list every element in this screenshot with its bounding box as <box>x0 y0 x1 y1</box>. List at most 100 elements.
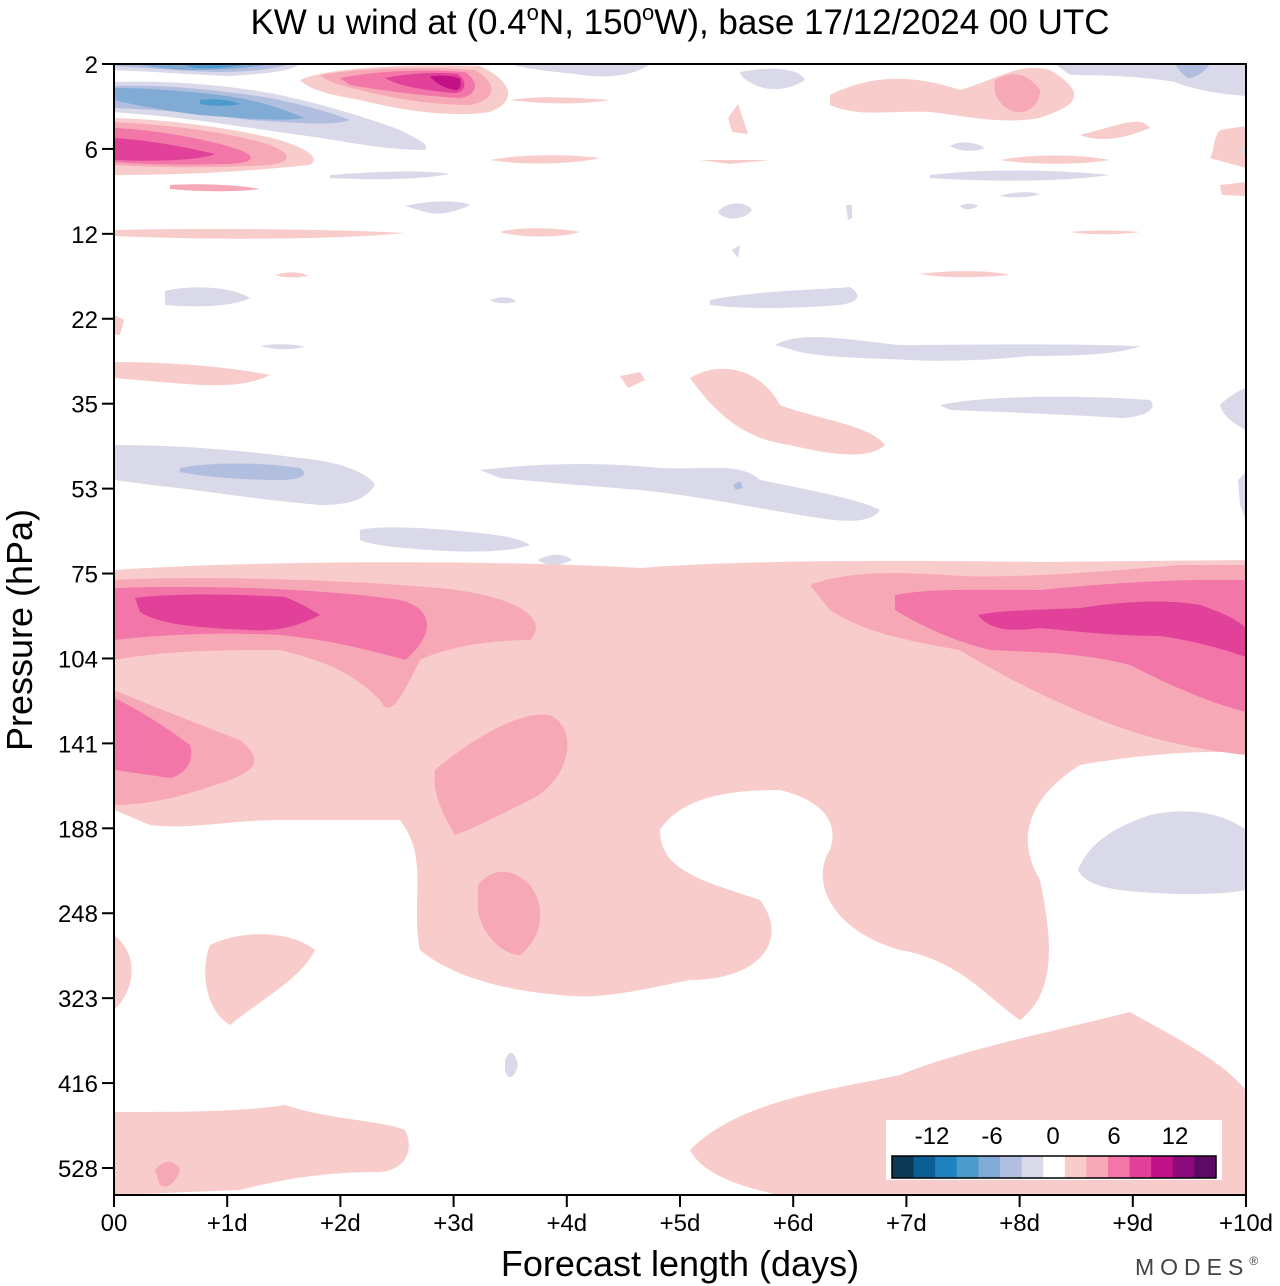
x-tick-label: +2d <box>320 1210 361 1237</box>
neg-fill-n4-top <box>180 64 245 69</box>
y-tick-label: 53 <box>71 477 98 504</box>
brand-registered-mark: ® <box>1249 1254 1264 1268</box>
neg-fill-n1-188hpa <box>1078 811 1246 895</box>
pos-fill-l1-12hpa-c <box>1070 230 1140 235</box>
pos-fill-l1-left-patch <box>205 934 315 1025</box>
neg-fill-n1-6hpa-b <box>1240 148 1246 156</box>
y-tick-label: 75 <box>71 562 98 589</box>
x-tick-label: +9d <box>1112 1210 1153 1237</box>
pos-fill-l1-top-d <box>1220 182 1246 196</box>
neg-fill-n1-7hpa-a <box>330 171 450 180</box>
modes-brand: MODES® <box>1135 1254 1264 1280</box>
colorbar-swatch <box>1064 1156 1087 1178</box>
colorbar-label: 12 <box>1162 1123 1189 1150</box>
y-tick-label: 2 <box>85 52 98 79</box>
neg-fill-n1-65hpa <box>360 527 530 552</box>
colorbar-swatch <box>1151 1156 1174 1178</box>
neg-fill-n1-top-b <box>510 64 650 77</box>
neg-fill-n2-top-right <box>1175 64 1210 78</box>
pos-fill-l2-mid-a <box>434 714 568 835</box>
colorbar-swatch <box>913 1156 936 1178</box>
neg-fill-n1-9hpa-a <box>405 201 470 214</box>
colorbar-swatch <box>978 1156 1001 1178</box>
title-degree-2: o <box>642 0 654 25</box>
x-tick-label: +3d <box>433 1210 474 1237</box>
y-tick-label: 141 <box>58 731 98 758</box>
neg-fill-n1-7hpa-d <box>1000 192 1040 198</box>
pos-fill-l2-8hpa-left <box>170 184 260 192</box>
colorbar-swatch <box>1086 1156 1109 1178</box>
colorbar-swatch <box>1108 1156 1131 1178</box>
colorbar-swatch <box>956 1156 979 1178</box>
colorbar-label: 0 <box>1046 1123 1059 1150</box>
pos-fill-l1-top-3hpa-b <box>510 97 610 104</box>
pos-fill-l1-left-edge-22 <box>114 315 124 335</box>
colorbar: -12 -6 0 6 12 <box>886 1120 1222 1180</box>
pos-fill-l1-35hpa <box>690 368 885 455</box>
neg-fill-n1-9hpa-b <box>960 203 978 210</box>
neg-fill-n1-53hpa-right <box>1238 472 1246 520</box>
y-tick-label: 416 <box>58 1071 98 1098</box>
pos-fill-l4-6hpa-left <box>114 138 215 161</box>
y-tick-label: 188 <box>58 816 98 843</box>
neg-fill-n4-top-band <box>200 99 240 106</box>
neg-fill-n1-20hpa-b <box>490 297 516 304</box>
pos-fill-l2-mid-b <box>478 871 541 955</box>
pos-fill-l1-12hpa <box>114 229 405 239</box>
y-tick-label: 6 <box>85 137 98 164</box>
neg-fill-n1-7hpa-c <box>950 142 985 151</box>
colorbar-swatch <box>1021 1156 1044 1178</box>
pos-fill-l3-141-left <box>114 698 192 778</box>
pos-fill-l1-small-d <box>920 271 1010 278</box>
pos-fill-l5-top-3hpa <box>430 75 461 90</box>
colorbar-swatch <box>892 1156 915 1178</box>
x-tick-label: +8d <box>999 1210 1040 1237</box>
pos-fill-l4-jet-left <box>135 594 320 631</box>
chart-title: KW u wind at (0.4oN, 150oW), base 17/12/… <box>250 0 1109 42</box>
pos-fill-l1-30hpa-left <box>114 362 270 386</box>
colorbar-swatch <box>935 1156 958 1178</box>
pos-fill-l1-12hpa-b <box>500 228 580 237</box>
pos-fill-l1-top-b <box>1080 121 1150 140</box>
y-tick-label: 35 <box>71 392 98 419</box>
y-axis: 2 6 12 22 35 53 75 104 141 188 248 323 416 528 <box>58 52 114 1183</box>
colorbar-swatch <box>1000 1156 1023 1178</box>
neg-fill-n2-53hpa <box>180 463 304 480</box>
y-tick-label: 323 <box>58 986 98 1013</box>
x-tick-label: +6d <box>773 1210 814 1237</box>
x-axis-title: Forecast length (days) <box>501 1243 859 1284</box>
x-tick-label: 00 <box>101 1210 128 1237</box>
neg-fill-n1-40hpa-right <box>1220 388 1246 430</box>
y-axis-title: Pressure (hPa) <box>0 509 40 751</box>
pos-fill-l1-7hpa-c <box>1000 155 1110 164</box>
neg-fill-n1-72hpa-small <box>538 554 572 565</box>
colorbar-frame <box>891 1155 1217 1179</box>
pos-fill-l2-bottom-small <box>155 1161 180 1187</box>
neg-fill-n1-20hpa-c <box>710 287 858 309</box>
colorbar-swatch <box>1194 1156 1217 1178</box>
neg-fill-n1-10hpa-b <box>846 205 852 220</box>
y-tick-label: 12 <box>71 222 98 249</box>
neg-fill-n1-top-d <box>1055 64 1246 96</box>
contour-fills <box>114 64 1246 1195</box>
neg-fill-n1-10hpa <box>718 203 752 219</box>
neg-fill-n1-13hpa <box>732 245 740 258</box>
pos-fill-l1-small-c <box>275 272 308 278</box>
neg-fill-n1-53hpa-mid <box>480 464 880 521</box>
neg-fill-n1-30hpa-band <box>775 337 1140 361</box>
pos-fill-l2-top-a <box>994 74 1040 113</box>
neg-fill-n1-20hpa-a <box>165 287 250 307</box>
x-tick-label: +4d <box>546 1210 587 1237</box>
neg-fill-n1-40hpa <box>940 396 1153 418</box>
neg-fill-n1-7hpa-b <box>930 170 1110 181</box>
title-degree-1: o <box>527 0 539 25</box>
colorbar-label: 6 <box>1107 1123 1120 1150</box>
y-tick-label: 528 <box>58 1156 98 1183</box>
y-tick-label: 104 <box>58 646 98 673</box>
neg-fill-n2-53hpa-small <box>733 481 743 490</box>
colorbar-swatch <box>1043 1156 1066 1178</box>
y-tick-label: 22 <box>71 307 98 334</box>
x-tick-label: +10d <box>1219 1210 1273 1237</box>
pos-fill-l1-7hpa-a <box>490 155 600 164</box>
